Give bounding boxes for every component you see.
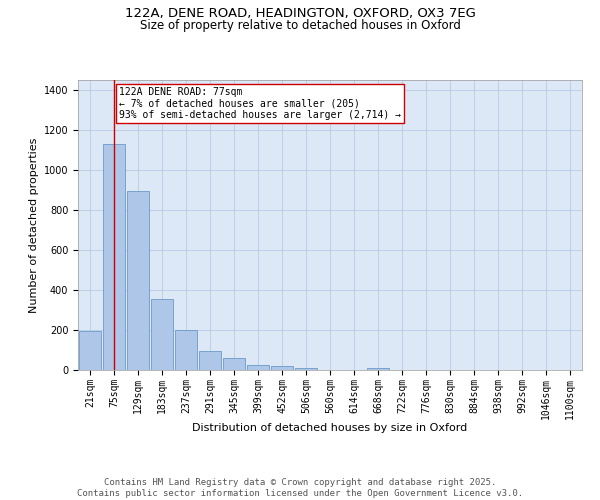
Y-axis label: Number of detached properties: Number of detached properties (29, 138, 40, 312)
Text: 122A DENE ROAD: 77sqm
← 7% of detached houses are smaller (205)
93% of semi-deta: 122A DENE ROAD: 77sqm ← 7% of detached h… (119, 87, 401, 120)
Bar (151, 299, 173, 370)
Bar (271, 366, 293, 370)
Text: Contains HM Land Registry data © Crown copyright and database right 2025.
Contai: Contains HM Land Registry data © Crown c… (77, 478, 523, 498)
Bar (295, 368, 317, 370)
Bar (79, 331, 101, 370)
Bar (103, 144, 125, 370)
Bar (247, 365, 269, 370)
Bar (367, 368, 389, 370)
X-axis label: Distribution of detached houses by size in Oxford: Distribution of detached houses by size … (193, 423, 467, 433)
Text: 122A, DENE ROAD, HEADINGTON, OXFORD, OX3 7EG: 122A, DENE ROAD, HEADINGTON, OXFORD, OX3… (125, 8, 475, 20)
Bar (127, 191, 149, 370)
Bar (175, 330, 197, 370)
Bar (223, 358, 245, 370)
Bar (199, 351, 221, 370)
Text: Size of property relative to detached houses in Oxford: Size of property relative to detached ho… (140, 18, 460, 32)
